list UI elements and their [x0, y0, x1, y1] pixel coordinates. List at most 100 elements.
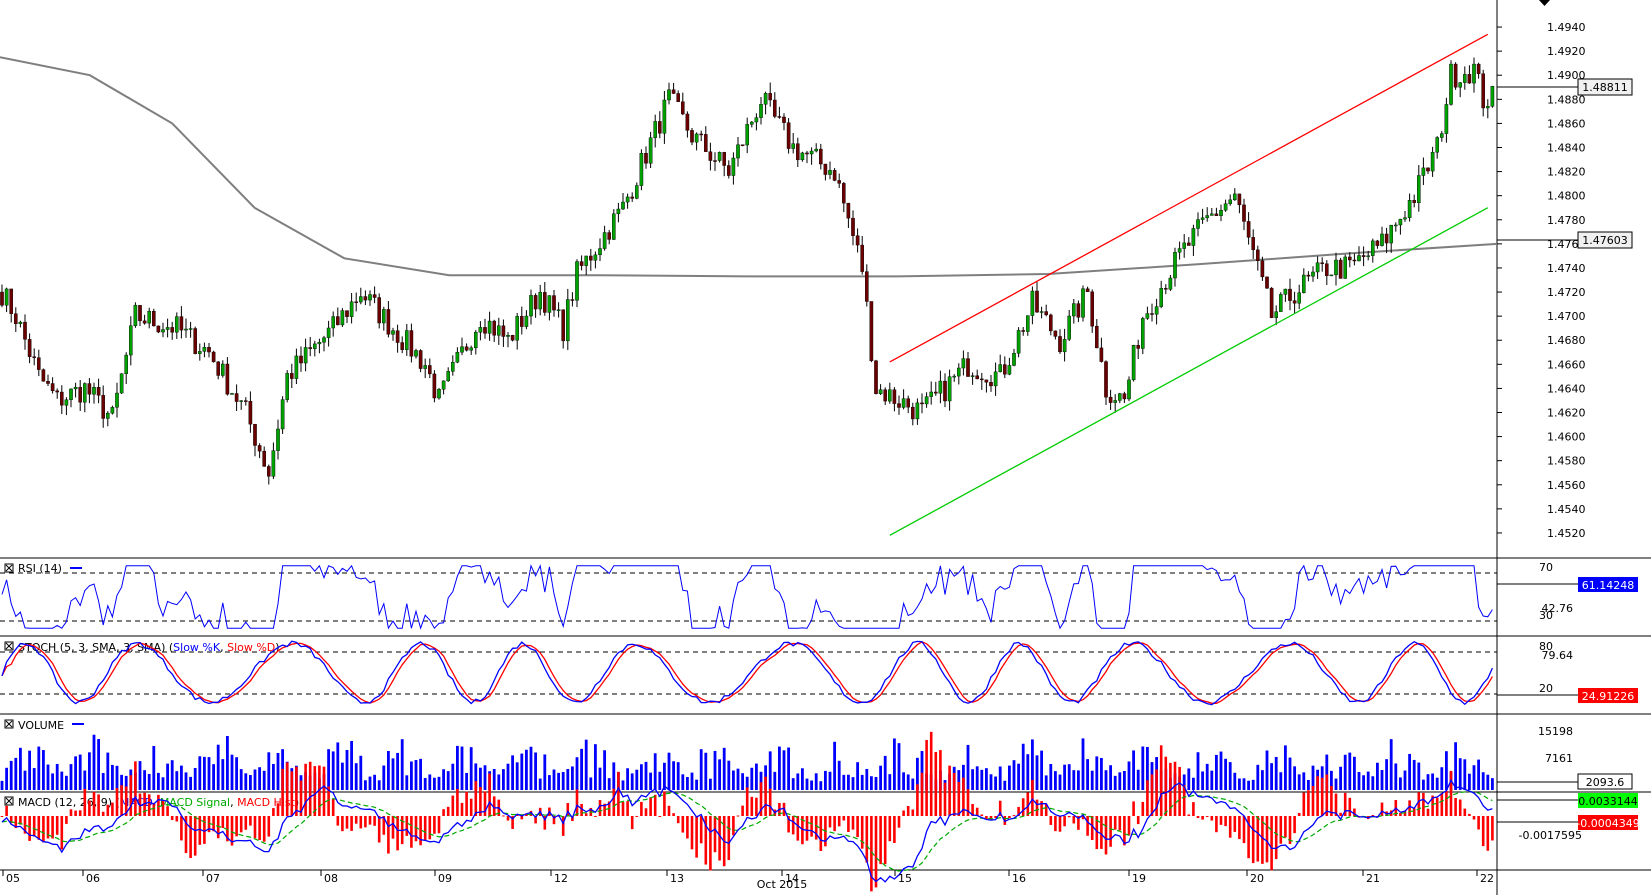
macd-hist-bar	[285, 762, 289, 816]
volume-bar	[1251, 779, 1255, 790]
candle-body	[952, 375, 956, 378]
volume-bar	[364, 780, 367, 790]
candle-body	[929, 391, 933, 397]
candle-body	[681, 101, 685, 115]
volume-bar	[722, 747, 726, 790]
volume-bar	[166, 763, 169, 790]
macd-hist-bar	[994, 816, 997, 819]
macd-hist-bar	[856, 816, 859, 838]
candle-body	[1297, 292, 1301, 304]
macd-hist-bar	[14, 816, 18, 829]
macd-hist-bar	[1136, 816, 1140, 825]
candle-body	[1361, 255, 1366, 257]
volume-bar	[78, 754, 82, 790]
volume-bar	[1210, 770, 1214, 790]
candle-body	[497, 325, 501, 336]
candle-body	[1104, 361, 1108, 398]
candle-body	[791, 143, 795, 149]
volume-bar	[1380, 770, 1384, 790]
volume-bar	[1284, 745, 1287, 790]
price-tick-label: 1.4620	[1547, 407, 1586, 420]
macd-hist-bar	[1205, 816, 1209, 818]
macd-hist-bar	[1210, 816, 1214, 821]
macd-hist-bar	[525, 813, 528, 816]
candle-body	[460, 346, 464, 353]
volume-bar	[350, 740, 353, 790]
volume-bar	[1270, 763, 1273, 790]
candle-body	[589, 255, 593, 261]
rsi-level-70: 70	[1539, 561, 1553, 574]
candle-body	[1320, 262, 1324, 264]
volume-bar	[120, 774, 123, 790]
macd-hist-bar	[929, 731, 933, 816]
macd-hist-bar	[939, 750, 942, 816]
candle-body	[492, 320, 497, 336]
volume-bar	[989, 774, 993, 790]
candle-body	[202, 347, 207, 352]
macd-hist-bar	[902, 810, 905, 816]
candle-body	[855, 235, 860, 246]
volume-bar	[893, 738, 896, 790]
candle-body	[308, 347, 313, 349]
candle-body	[1329, 274, 1334, 277]
volume-bar	[778, 746, 781, 790]
volume-bar	[272, 763, 275, 790]
macd-hist-bar	[32, 816, 36, 837]
candle-body	[616, 208, 621, 215]
macd-hist-bar	[166, 806, 169, 816]
volume-bar	[1141, 746, 1145, 790]
candle-body	[754, 117, 759, 123]
candle-body	[1035, 290, 1039, 313]
volume-bar	[1311, 765, 1315, 790]
candle-body	[1209, 213, 1214, 216]
candle-body	[174, 316, 179, 333]
macd-hist-bar	[1472, 816, 1476, 820]
candle-body	[1458, 82, 1462, 88]
macd-hist-bar	[695, 816, 698, 858]
candle-body	[64, 399, 69, 406]
candle-body	[837, 180, 841, 184]
macd-hist-bar	[718, 816, 721, 861]
macd-hist-bar	[534, 816, 537, 824]
volume-bar	[529, 746, 533, 790]
candle-body	[133, 305, 138, 326]
macd-hist-bar	[428, 816, 432, 840]
volume-bar	[1077, 770, 1080, 790]
candle-body	[662, 99, 667, 134]
candle-body	[543, 292, 547, 313]
candle-body	[405, 330, 409, 350]
candle-body	[823, 163, 828, 175]
volume-bar	[391, 758, 395, 790]
volume-bar	[414, 760, 418, 790]
candle-body	[184, 328, 188, 331]
macd-hist-bar	[1063, 816, 1066, 827]
volume-bar	[1054, 771, 1057, 790]
candle-body	[552, 295, 556, 311]
macd-hist-label: MACD Hist	[237, 796, 296, 809]
macd-close-icon[interactable]	[4, 796, 14, 806]
volume-bar	[226, 736, 229, 790]
volume-bar	[497, 774, 501, 790]
date-tick-label: 12	[554, 872, 568, 885]
volume-bar	[377, 780, 381, 790]
macd-hist-bar	[19, 816, 22, 825]
macd-hist-bar	[46, 816, 50, 839]
macd-hist-bar	[331, 798, 335, 816]
stoch-close-icon[interactable]	[4, 641, 14, 651]
macd-hist-bar	[1454, 797, 1457, 816]
volume-bar	[672, 761, 675, 790]
candle-body	[418, 350, 423, 369]
macd-hist-bar	[1086, 816, 1089, 836]
macd-hist-bar	[1132, 801, 1135, 816]
macd-hist-bar	[262, 816, 266, 842]
macd-hist-bar	[134, 761, 137, 816]
macd-hist-bar	[1150, 774, 1154, 816]
volume-bar	[1067, 764, 1071, 790]
date-tick-label: 14	[785, 872, 799, 885]
volume-close-icon[interactable]	[4, 719, 14, 729]
rsi-close-icon[interactable]	[4, 563, 14, 573]
candle-body	[336, 316, 340, 326]
macd-hist-bar	[874, 816, 878, 888]
volume-bar	[184, 772, 188, 790]
macd-hist-bar	[736, 815, 740, 817]
